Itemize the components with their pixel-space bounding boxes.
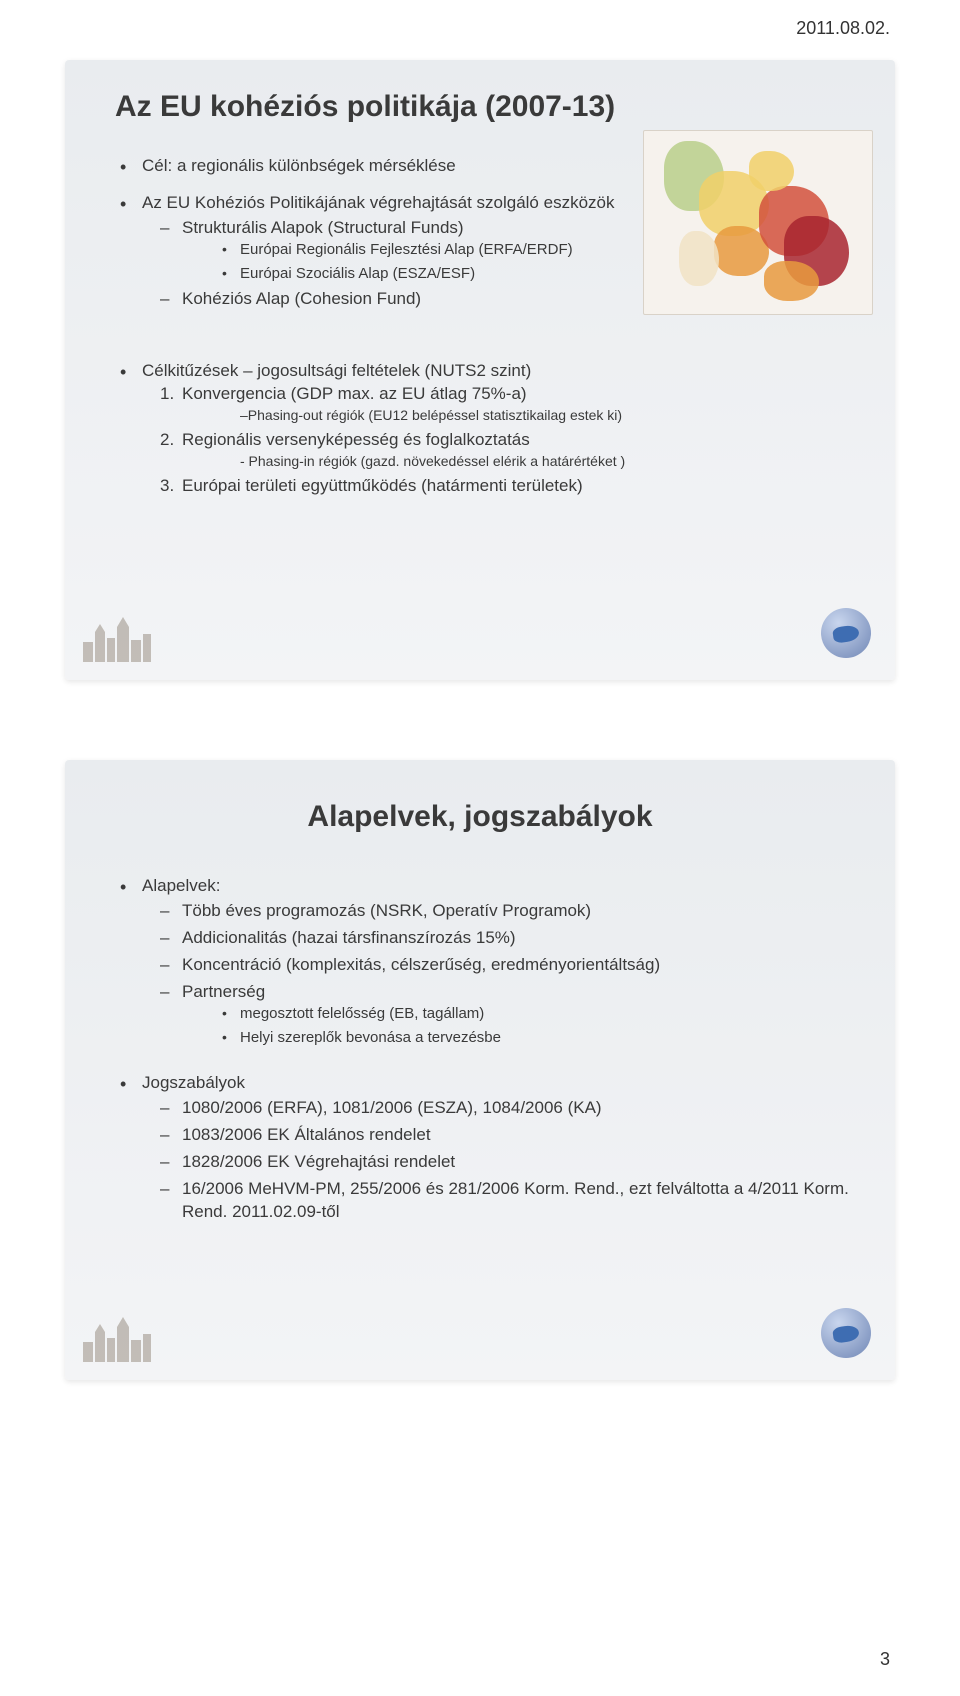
- target-1-text: Konvergencia (GDP max. az EU átlag 75%-a…: [182, 384, 527, 403]
- principle-4a: megosztott felelősség (EB, tagállam): [182, 1004, 865, 1024]
- principle-4b: Helyi szereplők bevonása a tervezésbe: [182, 1028, 865, 1048]
- principle-4-text: Partnerség: [182, 982, 265, 1001]
- target-1: Konvergencia (GDP max. az EU átlag 75%-a…: [142, 383, 865, 425]
- target-2-sub: - Phasing-in régiók (gazd. növekedéssel …: [182, 452, 865, 471]
- slide2-body: Alapelvek: Több éves programozás (NSRK, …: [120, 875, 865, 1228]
- page-date: 2011.08.02.: [796, 18, 890, 39]
- page-number: 3: [880, 1649, 890, 1670]
- principle-4: Partnerség megosztott felelősség (EB, ta…: [142, 981, 865, 1048]
- principle-3: Koncentráció (komplexitás, célszerűség, …: [142, 954, 865, 977]
- bullet-tools-text: Az EU Kohéziós Politikájának végrehajtás…: [142, 193, 614, 212]
- bullet-structural: Strukturális Alapok (Structural Funds) E…: [142, 217, 660, 284]
- map-region: [749, 151, 794, 191]
- slide1-body2: Célkitűzések – jogosultsági feltételek (…: [120, 360, 865, 502]
- map-region: [764, 261, 819, 301]
- bullet-esf: Európai Szociális Alap (ESZA/ESF): [182, 264, 660, 284]
- bullet-targets-text: Célkitűzések – jogosultsági feltételek (…: [142, 361, 531, 380]
- slide1-title: Az EU kohéziós politikája (2007-13): [115, 90, 615, 124]
- bullet-laws: Jogszabályok 1080/2006 (ERFA), 1081/2006…: [120, 1072, 865, 1224]
- eu-map-thumb: [643, 130, 873, 315]
- bullet-principles-text: Alapelvek:: [142, 876, 220, 895]
- law-3: 1828/2006 EK Végrehajtási rendelet: [142, 1151, 865, 1174]
- page: 2011.08.02. 3 Az EU kohéziós politikája …: [0, 0, 960, 1696]
- bullet-structural-text: Strukturális Alapok (Structural Funds): [182, 218, 464, 237]
- principle-1: Több éves programozás (NSRK, Operatív Pr…: [142, 900, 865, 923]
- slide-1: Az EU kohéziós politikája (2007-13) Cél:…: [65, 60, 895, 680]
- bullet-laws-text: Jogszabályok: [142, 1073, 245, 1092]
- bullet-tools: Az EU Kohéziós Politikájának végrehajtás…: [120, 192, 660, 311]
- map-region: [679, 231, 719, 286]
- hungary-badge-icon: [821, 1308, 871, 1358]
- skyline-icon: [83, 1312, 153, 1362]
- bullet-targets: Célkitűzések – jogosultsági feltételek (…: [120, 360, 865, 498]
- target-1-sub: –Phasing-out régiók (EU12 belépéssel sta…: [182, 406, 865, 425]
- bullet-principles: Alapelvek: Több éves programozás (NSRK, …: [120, 875, 865, 1048]
- target-3: Európai területi együttműködés (határmen…: [142, 475, 865, 498]
- law-4: 16/2006 MeHVM-PM, 255/2006 és 281/2006 K…: [142, 1178, 865, 1224]
- bullet-cohesion: Kohéziós Alap (Cohesion Fund): [142, 288, 660, 311]
- hungary-badge-icon: [821, 608, 871, 658]
- slide-2: Alapelvek, jogszabályok Alapelvek: Több …: [65, 760, 895, 1380]
- law-1: 1080/2006 (ERFA), 1081/2006 (ESZA), 1084…: [142, 1097, 865, 1120]
- target-2-text: Regionális versenyképesség és foglalkozt…: [182, 430, 530, 449]
- slide2-title: Alapelvek, jogszabályok: [65, 800, 895, 834]
- law-2: 1083/2006 EK Általános rendelet: [142, 1124, 865, 1147]
- principle-2: Addicionalitás (hazai társfinanszírozás …: [142, 927, 865, 950]
- slide1-body: Cél: a regionális különbségek mérséklése…: [120, 155, 660, 315]
- skyline-icon: [83, 612, 153, 662]
- target-2: Regionális versenyképesség és foglalkozt…: [142, 429, 865, 471]
- bullet-erdf: Európai Regionális Fejlesztési Alap (ERF…: [182, 240, 660, 260]
- bullet-goal: Cél: a regionális különbségek mérséklése: [120, 155, 660, 178]
